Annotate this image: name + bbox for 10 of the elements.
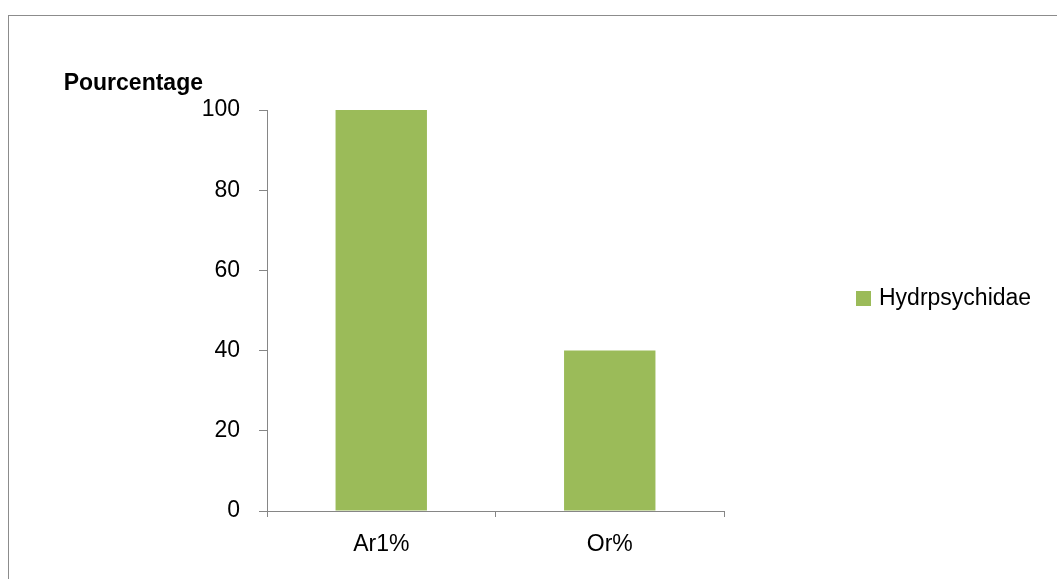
legend-label: Hydrpsychidae: [879, 283, 1032, 310]
y-axis-title: Pourcentage: [63, 69, 203, 96]
y-tick-label: 20: [214, 416, 240, 443]
y-tick-label: 100: [201, 95, 240, 122]
x-tick-label: Ar1%: [353, 530, 410, 557]
y-tick-label: 60: [214, 255, 240, 282]
y-tick-label: 80: [214, 175, 240, 202]
x-tick-label: Or%: [586, 530, 633, 557]
y-tick-label: 0: [227, 496, 240, 523]
y-tick-label: 40: [214, 335, 240, 362]
